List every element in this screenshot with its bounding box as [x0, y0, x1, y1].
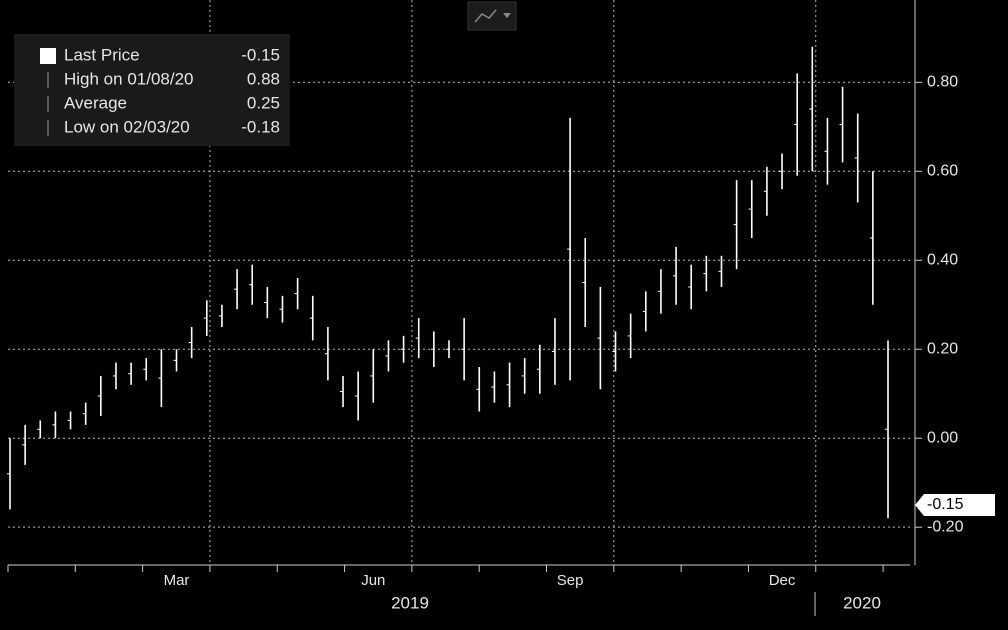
y-tick-label: 0.00 [927, 429, 958, 446]
legend-value: 0.25 [247, 93, 280, 112]
legend-value: -0.18 [241, 117, 280, 136]
dropdown-arrow [503, 13, 511, 18]
x-tick-label: Mar [164, 572, 190, 589]
y-tick-label: -0.20 [927, 518, 964, 535]
y-tick-label: 0.20 [927, 340, 958, 357]
x-tick-label: Sep [557, 572, 584, 589]
chart-type-button[interactable] [467, 1, 517, 31]
legend-name: Last Price [64, 45, 140, 64]
legend-value: -0.15 [241, 45, 280, 64]
year-label: 2019 [391, 593, 429, 612]
legend-name: Low on 02/03/20 [64, 117, 190, 136]
chart-type-icon [474, 9, 497, 23]
legend-swatch [40, 48, 56, 64]
y-tick-label: 0.60 [927, 162, 958, 179]
y-tick-label: 0.40 [927, 251, 958, 268]
legend-box [14, 34, 290, 146]
x-tick-label: Dec [769, 572, 796, 589]
legend-name: High on 01/08/20 [64, 69, 194, 88]
last-price-marker [915, 493, 995, 516]
last-price-label: -0.15 [927, 496, 964, 513]
x-tick-label: Jun [361, 572, 385, 589]
year-label: 2020 [843, 593, 881, 612]
legend-name: Average [64, 93, 127, 112]
y-tick-label: 0.80 [927, 74, 958, 91]
legend-value: 0.88 [247, 69, 280, 88]
